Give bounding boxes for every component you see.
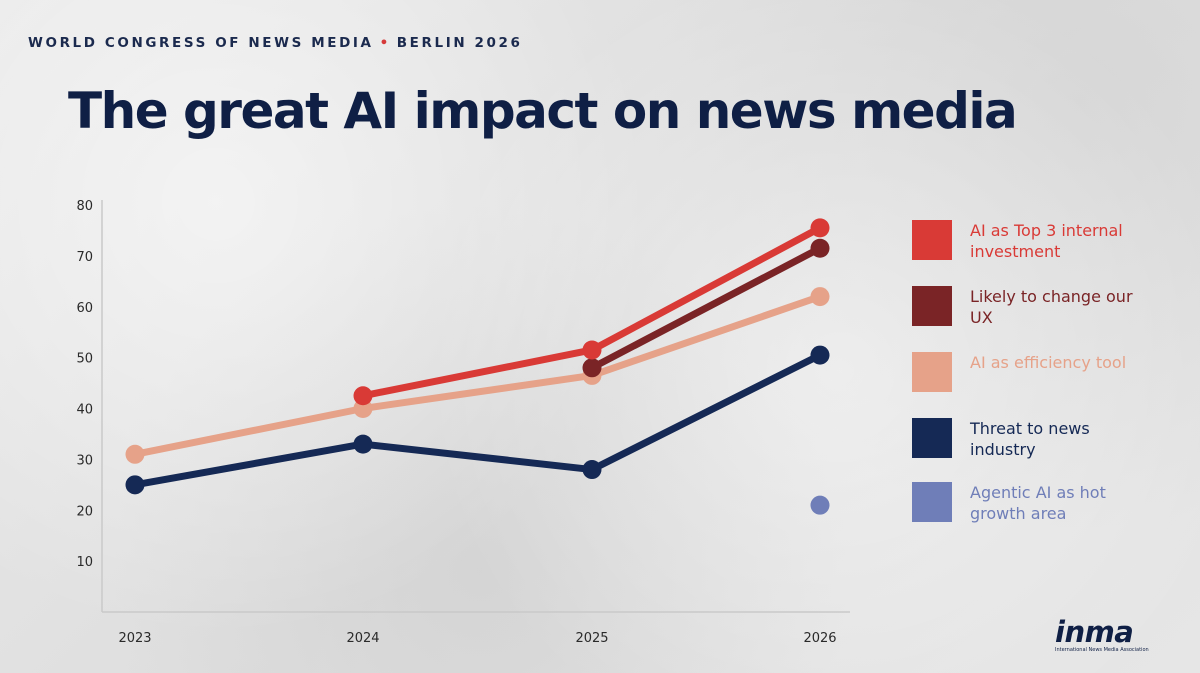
legend-swatch — [912, 286, 952, 326]
data-point — [582, 340, 602, 360]
event-kicker: WORLD CONGRESS OF NEWS MEDIA • BERLIN 2026 — [28, 35, 523, 51]
series-line — [588, 244, 824, 372]
logo-wordmark: inma — [1055, 615, 1134, 649]
series-line — [131, 293, 824, 458]
data-point — [582, 358, 602, 378]
legend-label: AI as efficiency tool — [970, 353, 1127, 372]
data-point — [810, 218, 830, 238]
legend-label: Threat to news industry — [970, 419, 1090, 459]
logo-subtitle: International News Media Association — [1055, 647, 1149, 653]
y-tick-label: 60 — [76, 301, 93, 316]
legend-label: Likely to change our UX — [970, 287, 1133, 327]
x-tick-label: 2023 — [118, 631, 151, 646]
legend-swatch — [912, 220, 952, 260]
legend-swatch — [912, 352, 952, 392]
y-tick-label: 20 — [76, 504, 93, 519]
legend-swatch — [912, 418, 952, 458]
y-tick-label: 70 — [76, 250, 93, 265]
legend-item: AI as efficiency tool — [912, 352, 1160, 392]
data-point — [582, 460, 602, 480]
page-title: The great AI impact on news media — [68, 82, 1018, 140]
kicker-location-year: BERLIN 2026 — [396, 35, 523, 51]
data-point — [810, 238, 830, 258]
data-point — [810, 345, 830, 365]
legend-swatch — [912, 482, 952, 522]
legend-item: Threat to news industry — [912, 418, 1160, 460]
y-tick-label: 50 — [76, 352, 93, 367]
data-point — [353, 386, 373, 406]
data-point — [353, 434, 373, 454]
x-tick-label: 2025 — [575, 631, 608, 646]
series-lines — [131, 224, 824, 489]
y-tick-label: 10 — [76, 555, 93, 570]
kicker-separator-dot: • — [379, 35, 391, 51]
inma-logo: inma International News Media Associatio… — [1055, 615, 1170, 654]
y-tick-label: 40 — [76, 403, 93, 418]
series-points — [125, 218, 830, 515]
y-tick-label: 30 — [76, 453, 93, 468]
legend-item: Agentic AI as hot growth area — [912, 482, 1160, 524]
y-tick-label: 80 — [76, 199, 93, 214]
data-point — [810, 495, 830, 515]
legend-label: Agentic AI as hot growth area — [970, 483, 1106, 523]
legend-item: Likely to change our UX — [912, 286, 1160, 328]
data-point — [125, 444, 145, 464]
chart-axes — [101, 200, 850, 613]
x-tick-label: 2024 — [346, 631, 379, 646]
series-line — [131, 351, 824, 489]
data-point — [810, 287, 830, 307]
kicker-event-name: WORLD CONGRESS OF NEWS MEDIA — [28, 35, 374, 51]
data-point — [125, 475, 145, 495]
legend-label: AI as Top 3 internal investment — [970, 221, 1123, 261]
y-tick-labels: 10 20 30 40 50 60 70 80 — [76, 199, 93, 570]
legend-item: AI as Top 3 internal investment — [912, 220, 1160, 262]
x-tick-labels: 2023 2024 2025 2026 — [118, 631, 836, 646]
x-tick-label: 2026 — [803, 631, 836, 646]
